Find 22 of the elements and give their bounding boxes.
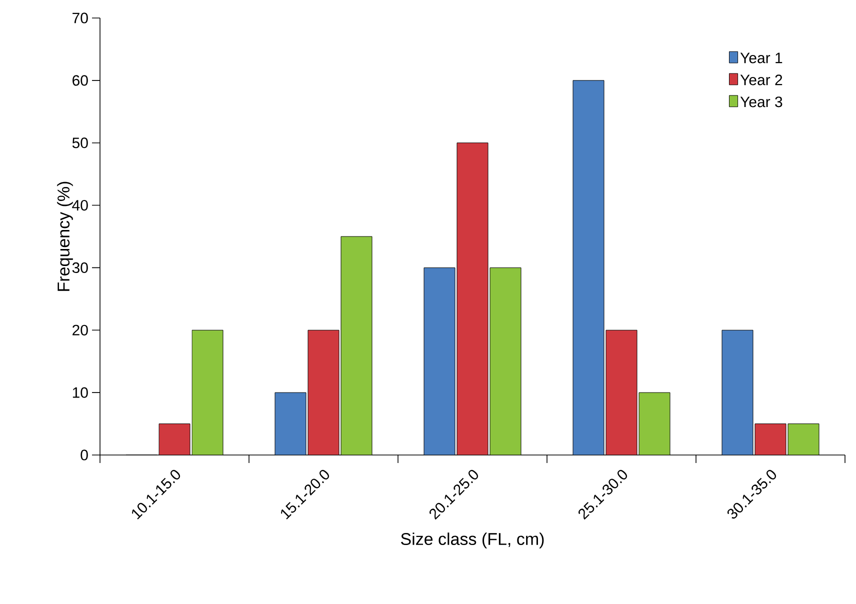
bar (340, 236, 372, 455)
bar (424, 267, 456, 455)
legend-label: Year 2 (740, 74, 782, 86)
y-tick-label: 30 (72, 262, 88, 274)
bar (638, 392, 670, 455)
legend-label: Year 1 (740, 52, 782, 64)
bar (274, 392, 306, 455)
y-tick-label: 20 (72, 324, 88, 336)
bar (788, 424, 820, 455)
y-tick-label: 60 (72, 75, 88, 86)
bar (722, 330, 754, 455)
y-tick-label: 10 (72, 387, 88, 398)
y-tick-label: 50 (72, 138, 88, 148)
y-tick-label: 70 (72, 12, 88, 24)
bar (572, 80, 604, 455)
x-axis-title: Size class (FL, cm) (401, 532, 544, 548)
bar (490, 267, 522, 455)
bar (192, 330, 224, 455)
y-axis-title: Frequency (%) (57, 182, 73, 291)
y-tick-label: 40 (72, 200, 88, 211)
legend-label: Year 3 (740, 96, 782, 108)
y-tick-label: 0 (80, 450, 88, 460)
